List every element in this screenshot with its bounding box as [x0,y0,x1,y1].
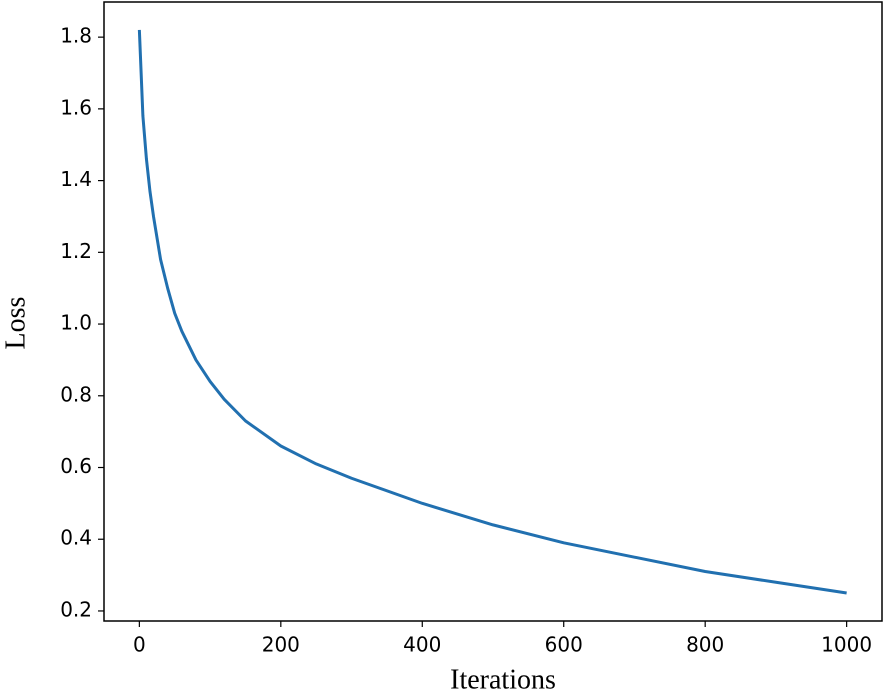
line-series [137,29,847,595]
y-tick-label: 1.6 [60,95,92,119]
y-tick-label: 0.2 [60,597,92,621]
x-tick-label: 600 [545,633,583,657]
y-tick-label: 0.8 [60,382,92,406]
y-tick-label: 1.8 [60,24,92,48]
x-tick-label: 200 [262,633,300,657]
y-axis-title: Loss [0,297,31,350]
y-tick-label: 1.0 [60,311,92,335]
plot-frame [103,1,883,622]
y-tick-label: 0.6 [60,454,92,478]
x-tick-label: 400 [403,633,441,657]
y-tick-label: 1.4 [60,167,92,191]
x-axis-title: Iterations [450,664,556,695]
x-tick-label: 800 [686,633,724,657]
x-tick-label: 1000 [821,633,872,657]
x-tick-label: 0 [133,633,146,657]
y-tick-label: 0.4 [60,526,92,550]
y-tick-label: 1.2 [60,239,92,263]
